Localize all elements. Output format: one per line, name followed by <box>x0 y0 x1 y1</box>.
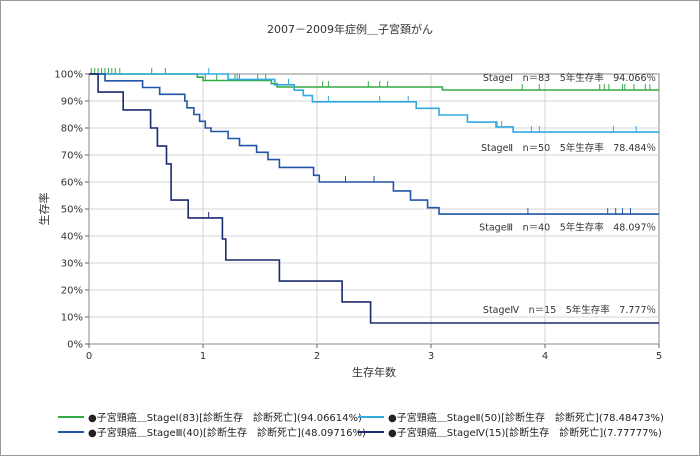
y-tick-label: 100% <box>54 70 83 81</box>
legend-item-stage1: ●子宮頸癌＿StageⅠ(83)[診断生存 診断死亡](94.06614%) <box>58 409 362 424</box>
y-tick-label: 80% <box>61 124 83 135</box>
x-axis-label: 生存年数 <box>352 365 396 379</box>
y-tick-label: 50% <box>61 205 83 216</box>
y-tick-label: 0% <box>67 340 83 351</box>
y-tick-label: 60% <box>61 178 83 189</box>
series-annotation-stage2: StageⅡ n＝50 5年生存率 78.484％ <box>481 142 656 154</box>
series-line-stage3 <box>89 73 659 215</box>
series-line-stage2 <box>89 73 659 133</box>
legend-label-stage3: ●子宮頸癌＿StageⅢ(40)[診断生存 診断死亡](48.09716%) <box>88 428 366 439</box>
series-annotation-stage1: StageⅠ n＝83 5年生存率 94.066％ <box>483 72 656 84</box>
legend-swatch-stage1 <box>58 415 84 418</box>
y-tick-label: 10% <box>61 313 83 324</box>
x-tick-label: 3 <box>428 351 434 362</box>
x-tick-label: 2 <box>314 351 320 362</box>
y-tick-label: 20% <box>61 286 83 297</box>
legend-label-stage1: ●子宮頸癌＿StageⅠ(83)[診断生存 診断死亡](94.06614%) <box>88 413 362 424</box>
series-line-stage4 <box>89 73 659 324</box>
legend-item-stage3: ●子宮頸癌＿StageⅢ(40)[診断生存 診断死亡](48.09716%) <box>58 424 366 439</box>
x-tick-label: 4 <box>542 351 548 362</box>
y-tick-label: 90% <box>61 97 83 108</box>
y-tick-label: 70% <box>61 151 83 162</box>
legend-label-stage4: ●子宮頸癌＿StageⅣ(15)[診断生存 診断死亡](7.77777%) <box>388 428 662 439</box>
y-tick-label: 40% <box>61 232 83 243</box>
x-tick-label: 5 <box>656 351 662 362</box>
legend-item-stage4: ●子宮頸癌＿StageⅣ(15)[診断生存 診断死亡](7.77777%) <box>358 424 662 439</box>
legend-label-stage2: ●子宮頸癌＿StageⅡ(50)[診断生存 診断死亡](78.48473%) <box>388 413 664 424</box>
legend-item-stage2: ●子宮頸癌＿StageⅡ(50)[診断生存 診断死亡](78.48473%) <box>358 409 664 424</box>
x-tick-label: 0 <box>86 351 92 362</box>
y-axis-label: 生存率 <box>37 193 51 226</box>
legend-swatch-stage3 <box>58 430 84 433</box>
chart-title: 2007－2009年症例＿子宮頚がん <box>267 22 433 36</box>
series-annotation-stage3: StageⅢ n＝40 5年生存率 48.097％ <box>479 222 656 234</box>
y-tick-label: 30% <box>61 259 83 270</box>
series-annotation-stage4: StageⅣ n＝15 5年生存率 7.777％ <box>483 304 656 316</box>
legend-swatch-stage2 <box>358 415 384 418</box>
legend-swatch-stage4 <box>358 430 384 433</box>
x-tick-label: 1 <box>200 351 206 362</box>
